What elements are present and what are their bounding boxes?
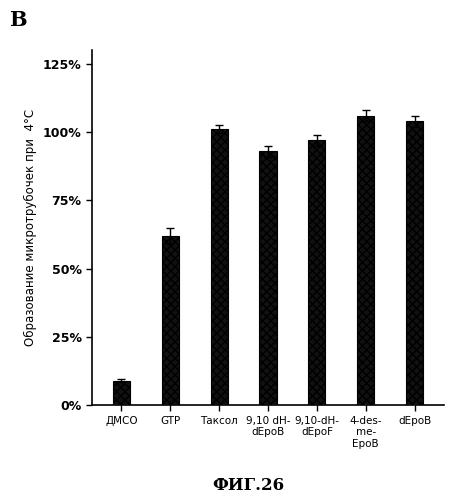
Y-axis label: Образование микротрубочек при  4°С: Образование микротрубочек при 4°С (24, 109, 37, 346)
Bar (162, 236, 179, 406)
Bar (308, 140, 325, 406)
Bar (357, 116, 375, 406)
Text: B: B (9, 10, 27, 30)
Bar (259, 151, 277, 406)
Bar (406, 121, 423, 406)
Bar (211, 129, 228, 406)
Text: ФИГ.26: ФИГ.26 (212, 477, 284, 494)
Bar (113, 381, 130, 406)
